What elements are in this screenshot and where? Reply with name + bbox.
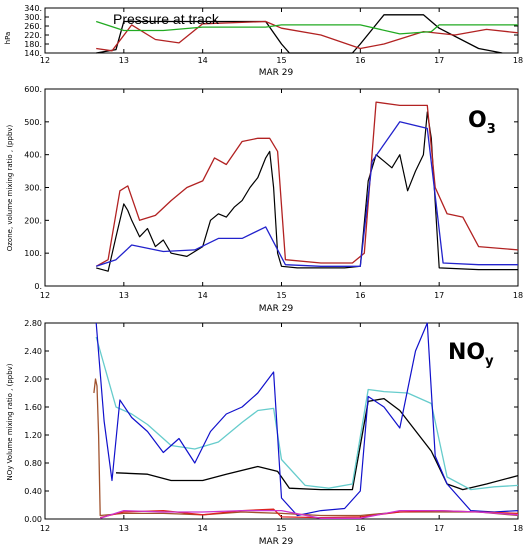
y-tick-label: 300.: [24, 184, 42, 193]
x-tick-label: 13: [119, 291, 129, 300]
noy-ylabel: NOy Volume mixing ratio , (ppbv): [6, 363, 14, 480]
noy-brown-line: [93, 378, 519, 517]
y-tick-label: 2.40: [24, 347, 42, 356]
y-tick-label: 200.: [24, 216, 42, 225]
y-tick-label: 340.: [24, 4, 42, 13]
y-tick-label: 2.00: [24, 375, 42, 384]
noy-annotation: NOy: [448, 340, 494, 369]
ozone-observed-line: [96, 111, 518, 272]
ozone-red-model-line: [95, 101, 519, 267]
x-tick-label: 16: [355, 524, 365, 533]
y-tick-label: 500.: [24, 118, 42, 127]
x-tick-label: 18: [513, 291, 523, 300]
ozone-xlabel: MAR 29: [259, 304, 294, 314]
y-tick-label: 600.: [24, 85, 42, 94]
x-tick-label: 17: [434, 291, 444, 300]
y-tick-label: 180.: [24, 40, 42, 49]
x-tick-label: 15: [276, 56, 286, 65]
x-tick-label: 15: [276, 524, 286, 533]
pressure-ylabel: hPa: [4, 32, 12, 45]
pressure-title: Pressure at track: [113, 11, 220, 27]
y-tick-label: 0.00: [24, 515, 42, 524]
noy-black-line: [115, 397, 519, 491]
y-tick-label: 260.: [24, 22, 42, 31]
noy-blue-observed-line: [95, 322, 519, 517]
x-tick-label: 18: [513, 524, 523, 533]
x-tick-label: 14: [198, 524, 208, 533]
x-tick-label: 18: [513, 56, 523, 65]
pressure-black-line: [96, 14, 503, 54]
pressure-red-line: [96, 20, 519, 52]
x-tick-label: 17: [434, 524, 444, 533]
ozone-ylabel: Ozone, volume mixing ratio , (ppbv): [6, 124, 14, 251]
y-tick-label: 400.: [24, 151, 42, 160]
y-tick-label: 100.: [24, 249, 42, 258]
y-tick-label: 1.60: [24, 403, 42, 412]
x-tick-label: 14: [198, 56, 208, 65]
pressure-green-line: [95, 20, 518, 35]
ozone-annotation: O3: [468, 108, 496, 137]
y-tick-label: 220.: [24, 31, 42, 40]
noy-xlabel: MAR 29: [259, 537, 294, 547]
x-tick-label: 12: [40, 56, 50, 65]
noy-panel: 12 13 14 15 16 17 18 0.00 0.40 0.80 1.20 1.60 2.00 2.…: [6, 319, 523, 547]
y-tick-label: 1.20: [24, 431, 42, 440]
y-tick-label: 0.40: [24, 487, 42, 496]
y-tick-label: 140.: [24, 49, 42, 58]
x-tick-label: 16: [355, 56, 365, 65]
x-tick-label: 17: [434, 56, 444, 65]
y-tick-label: 300.: [24, 13, 42, 22]
noy-magenta-line: [99, 509, 519, 519]
x-tick-label: 13: [119, 56, 129, 65]
ozone-panel: 12 13 14 15 16 17 18 0. 100. 200. 300. 400. 500. 600.…: [6, 85, 523, 314]
x-tick-label: 13: [119, 524, 129, 533]
noy-cyan-line: [95, 336, 519, 491]
x-tick-label: 12: [40, 291, 50, 300]
y-tick-label: 0.80: [24, 459, 42, 468]
x-tick-label: 14: [198, 291, 208, 300]
y-tick-label: 2.80: [24, 319, 42, 328]
y-tick-label: 0.: [34, 282, 42, 291]
x-tick-label: 16: [355, 291, 365, 300]
x-tick-label: 12: [40, 524, 50, 533]
pressure-xlabel: MAR 29: [259, 68, 294, 78]
ozone-blue-model-line: [95, 121, 518, 267]
pressure-panel: 12 13 14 15 16 17 18 140.180.220.260.300.340. P…: [4, 4, 523, 78]
x-tick-label: 15: [276, 291, 286, 300]
